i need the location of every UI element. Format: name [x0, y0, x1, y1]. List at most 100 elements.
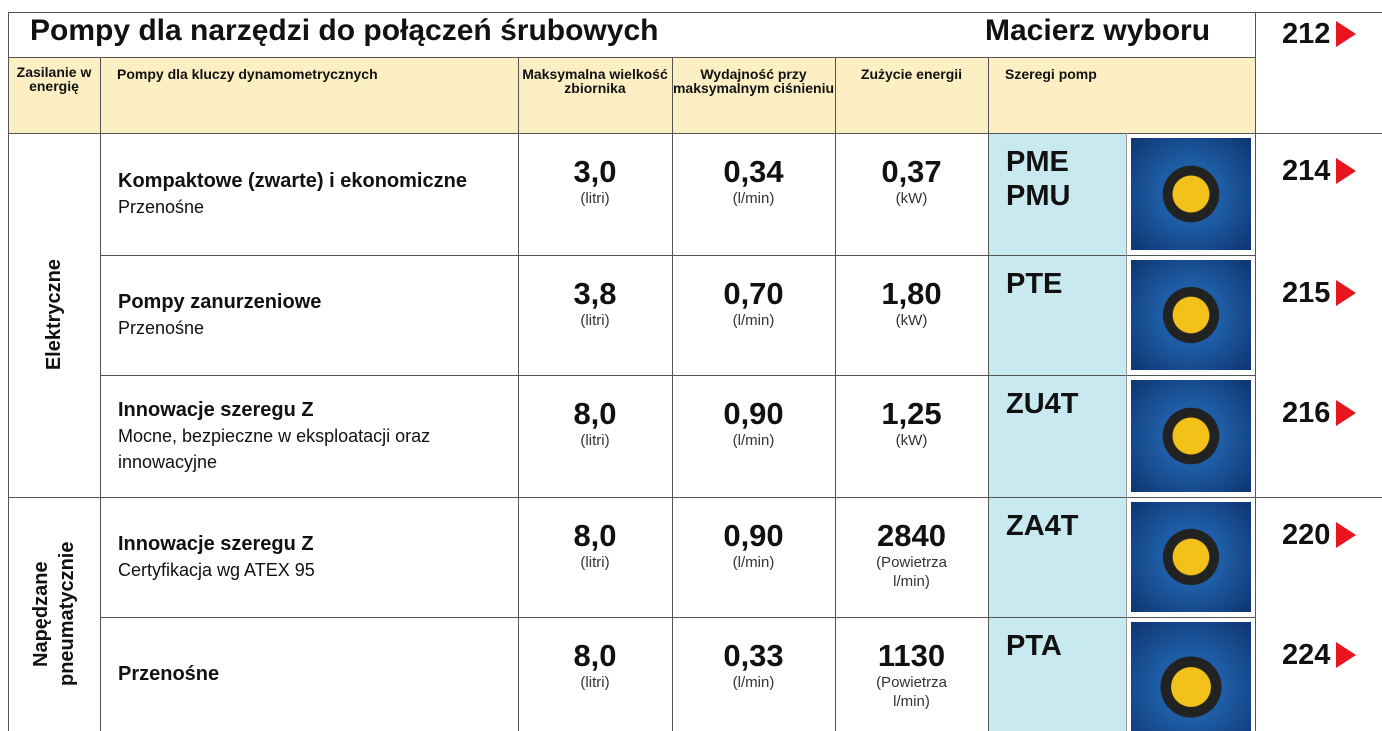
rule — [1255, 12, 1256, 731]
group-cell: Elektryczne — [8, 133, 100, 497]
product-description: Mocne, bezpieczne w eksploatacji oraz in… — [118, 423, 508, 475]
rule — [1126, 617, 1127, 731]
group-cell: Napędzane pneumatycznie — [8, 497, 100, 731]
capacity-unit: (litri) — [540, 311, 650, 330]
page-link[interactable]: 214 — [1282, 151, 1356, 191]
flow-unit: (l/min) — [699, 553, 809, 572]
page-number[interactable]: 212 — [1282, 18, 1330, 51]
series-code: ZU4T — [1006, 387, 1121, 421]
capacity-unit: (litri) — [540, 431, 650, 450]
product-photo — [1131, 138, 1251, 250]
capacity-cell: 3,0(litri) — [518, 155, 672, 208]
page-number[interactable]: 216 — [1282, 397, 1330, 430]
page-link[interactable]: 215 — [1282, 273, 1356, 313]
product-name: Kompaktowe (zwarte) i ekonomiczne — [118, 168, 508, 194]
flow-value: 0,70 — [723, 277, 783, 311]
product-description: Przenośne — [118, 194, 508, 220]
page-number[interactable]: 224 — [1282, 639, 1330, 672]
energy-value: 1,80 — [881, 277, 941, 311]
energy-cell: 1,25(kW) — [835, 397, 988, 450]
energy-cell: 2840(Powietrza l/min) — [835, 519, 988, 591]
top-rule — [8, 12, 1382, 13]
arrow — [1336, 158, 1356, 184]
flow-value: 0,33 — [723, 639, 783, 673]
group-label: Napędzane pneumatycznie — [28, 514, 80, 714]
rule — [1126, 375, 1127, 497]
energy-cell: 1130(Powietrza l/min) — [835, 639, 988, 711]
capacity-cell: 3,8(litri) — [518, 277, 672, 330]
product-name: Przenośne — [118, 661, 508, 687]
page-number[interactable]: 214 — [1282, 155, 1330, 188]
energy-unit: (kW) — [857, 189, 967, 208]
column-header: Maksymalna wielkość zbiornika — [518, 57, 672, 133]
series-code: PME — [1006, 145, 1121, 179]
page: Pompy dla narzędzi do połączeń śrubowych… — [0, 0, 1382, 731]
capacity-unit: (litri) — [540, 553, 650, 572]
capacity-value: 8,0 — [573, 397, 616, 431]
capacity-cell: 8,0(litri) — [518, 639, 672, 692]
arrow — [1336, 21, 1356, 47]
series-cell: PTA — [1006, 629, 1121, 663]
capacity-cell: 8,0(litri) — [518, 519, 672, 572]
column-header: Zużycie energii — [835, 57, 988, 133]
page-number[interactable]: 220 — [1282, 519, 1330, 552]
capacity-value: 8,0 — [573, 519, 616, 553]
rule — [100, 57, 101, 731]
page-number[interactable]: 215 — [1282, 277, 1330, 310]
flow-cell: 0,34(l/min) — [672, 155, 835, 208]
energy-unit: (Powietrza l/min) — [857, 553, 967, 591]
flow-cell: 0,90(l/min) — [672, 519, 835, 572]
column-header: Zasilanie w energię — [8, 57, 100, 133]
flow-value: 0,34 — [723, 155, 783, 189]
capacity-value: 8,0 — [573, 639, 616, 673]
series-cell: ZU4T — [1006, 387, 1121, 421]
flow-unit: (l/min) — [699, 431, 809, 450]
energy-value: 0,37 — [881, 155, 941, 189]
product-description: Przenośne — [118, 315, 508, 341]
capacity-cell: 8,0(litri) — [518, 397, 672, 450]
product-photo — [1131, 502, 1251, 612]
flow-unit: (l/min) — [699, 311, 809, 330]
name-cell: Kompaktowe (zwarte) i ekonomicznePrzenoś… — [118, 133, 508, 255]
column-header: Wydajność przy maksymalnym ciśnieniu — [672, 57, 835, 133]
arrow — [1336, 642, 1356, 668]
capacity-unit: (litri) — [540, 189, 650, 208]
flow-unit: (l/min) — [699, 189, 809, 208]
energy-cell: 1,80(kW) — [835, 277, 988, 330]
title: Pompy dla narzędzi do połączeń śrubowych — [30, 14, 658, 48]
flow-unit: (l/min) — [699, 673, 809, 692]
flow-cell: 0,90(l/min) — [672, 397, 835, 450]
product-name: Innowacje szeregu Z — [118, 531, 508, 557]
energy-value: 1130 — [878, 639, 945, 673]
energy-unit: (kW) — [857, 431, 967, 450]
energy-value: 2840 — [877, 519, 946, 553]
series-code: PTA — [1006, 629, 1121, 663]
rule — [1126, 255, 1127, 375]
page-link[interactable]: 216 — [1282, 393, 1356, 433]
flow-cell: 0,70(l/min) — [672, 277, 835, 330]
group-label: Elektryczne — [41, 259, 67, 370]
capacity-value: 3,0 — [573, 155, 616, 189]
name-cell: Innowacje szeregu ZMocne, bezpieczne w e… — [118, 375, 508, 497]
energy-cell: 0,37(kW) — [835, 155, 988, 208]
series-code: PTE — [1006, 267, 1121, 301]
series-cell: ZA4T — [1006, 509, 1121, 543]
page-link[interactable]: 220 — [1282, 515, 1356, 555]
page-link[interactable]: 224 — [1282, 635, 1356, 675]
arrow — [1336, 522, 1356, 548]
product-description: Certyfikacja wg ATEX 95 — [118, 557, 508, 583]
series-cell: PTE — [1006, 267, 1121, 301]
arrow — [1336, 280, 1356, 306]
flow-value: 0,90 — [723, 519, 783, 553]
rule — [1126, 497, 1127, 617]
product-photo — [1131, 380, 1251, 492]
flow-value: 0,90 — [723, 397, 783, 431]
rule — [1126, 133, 1127, 255]
energy-unit: (kW) — [857, 311, 967, 330]
page-link[interactable]: 212 — [1282, 14, 1356, 54]
product-photo — [1131, 260, 1251, 370]
capacity-unit: (litri) — [540, 673, 650, 692]
